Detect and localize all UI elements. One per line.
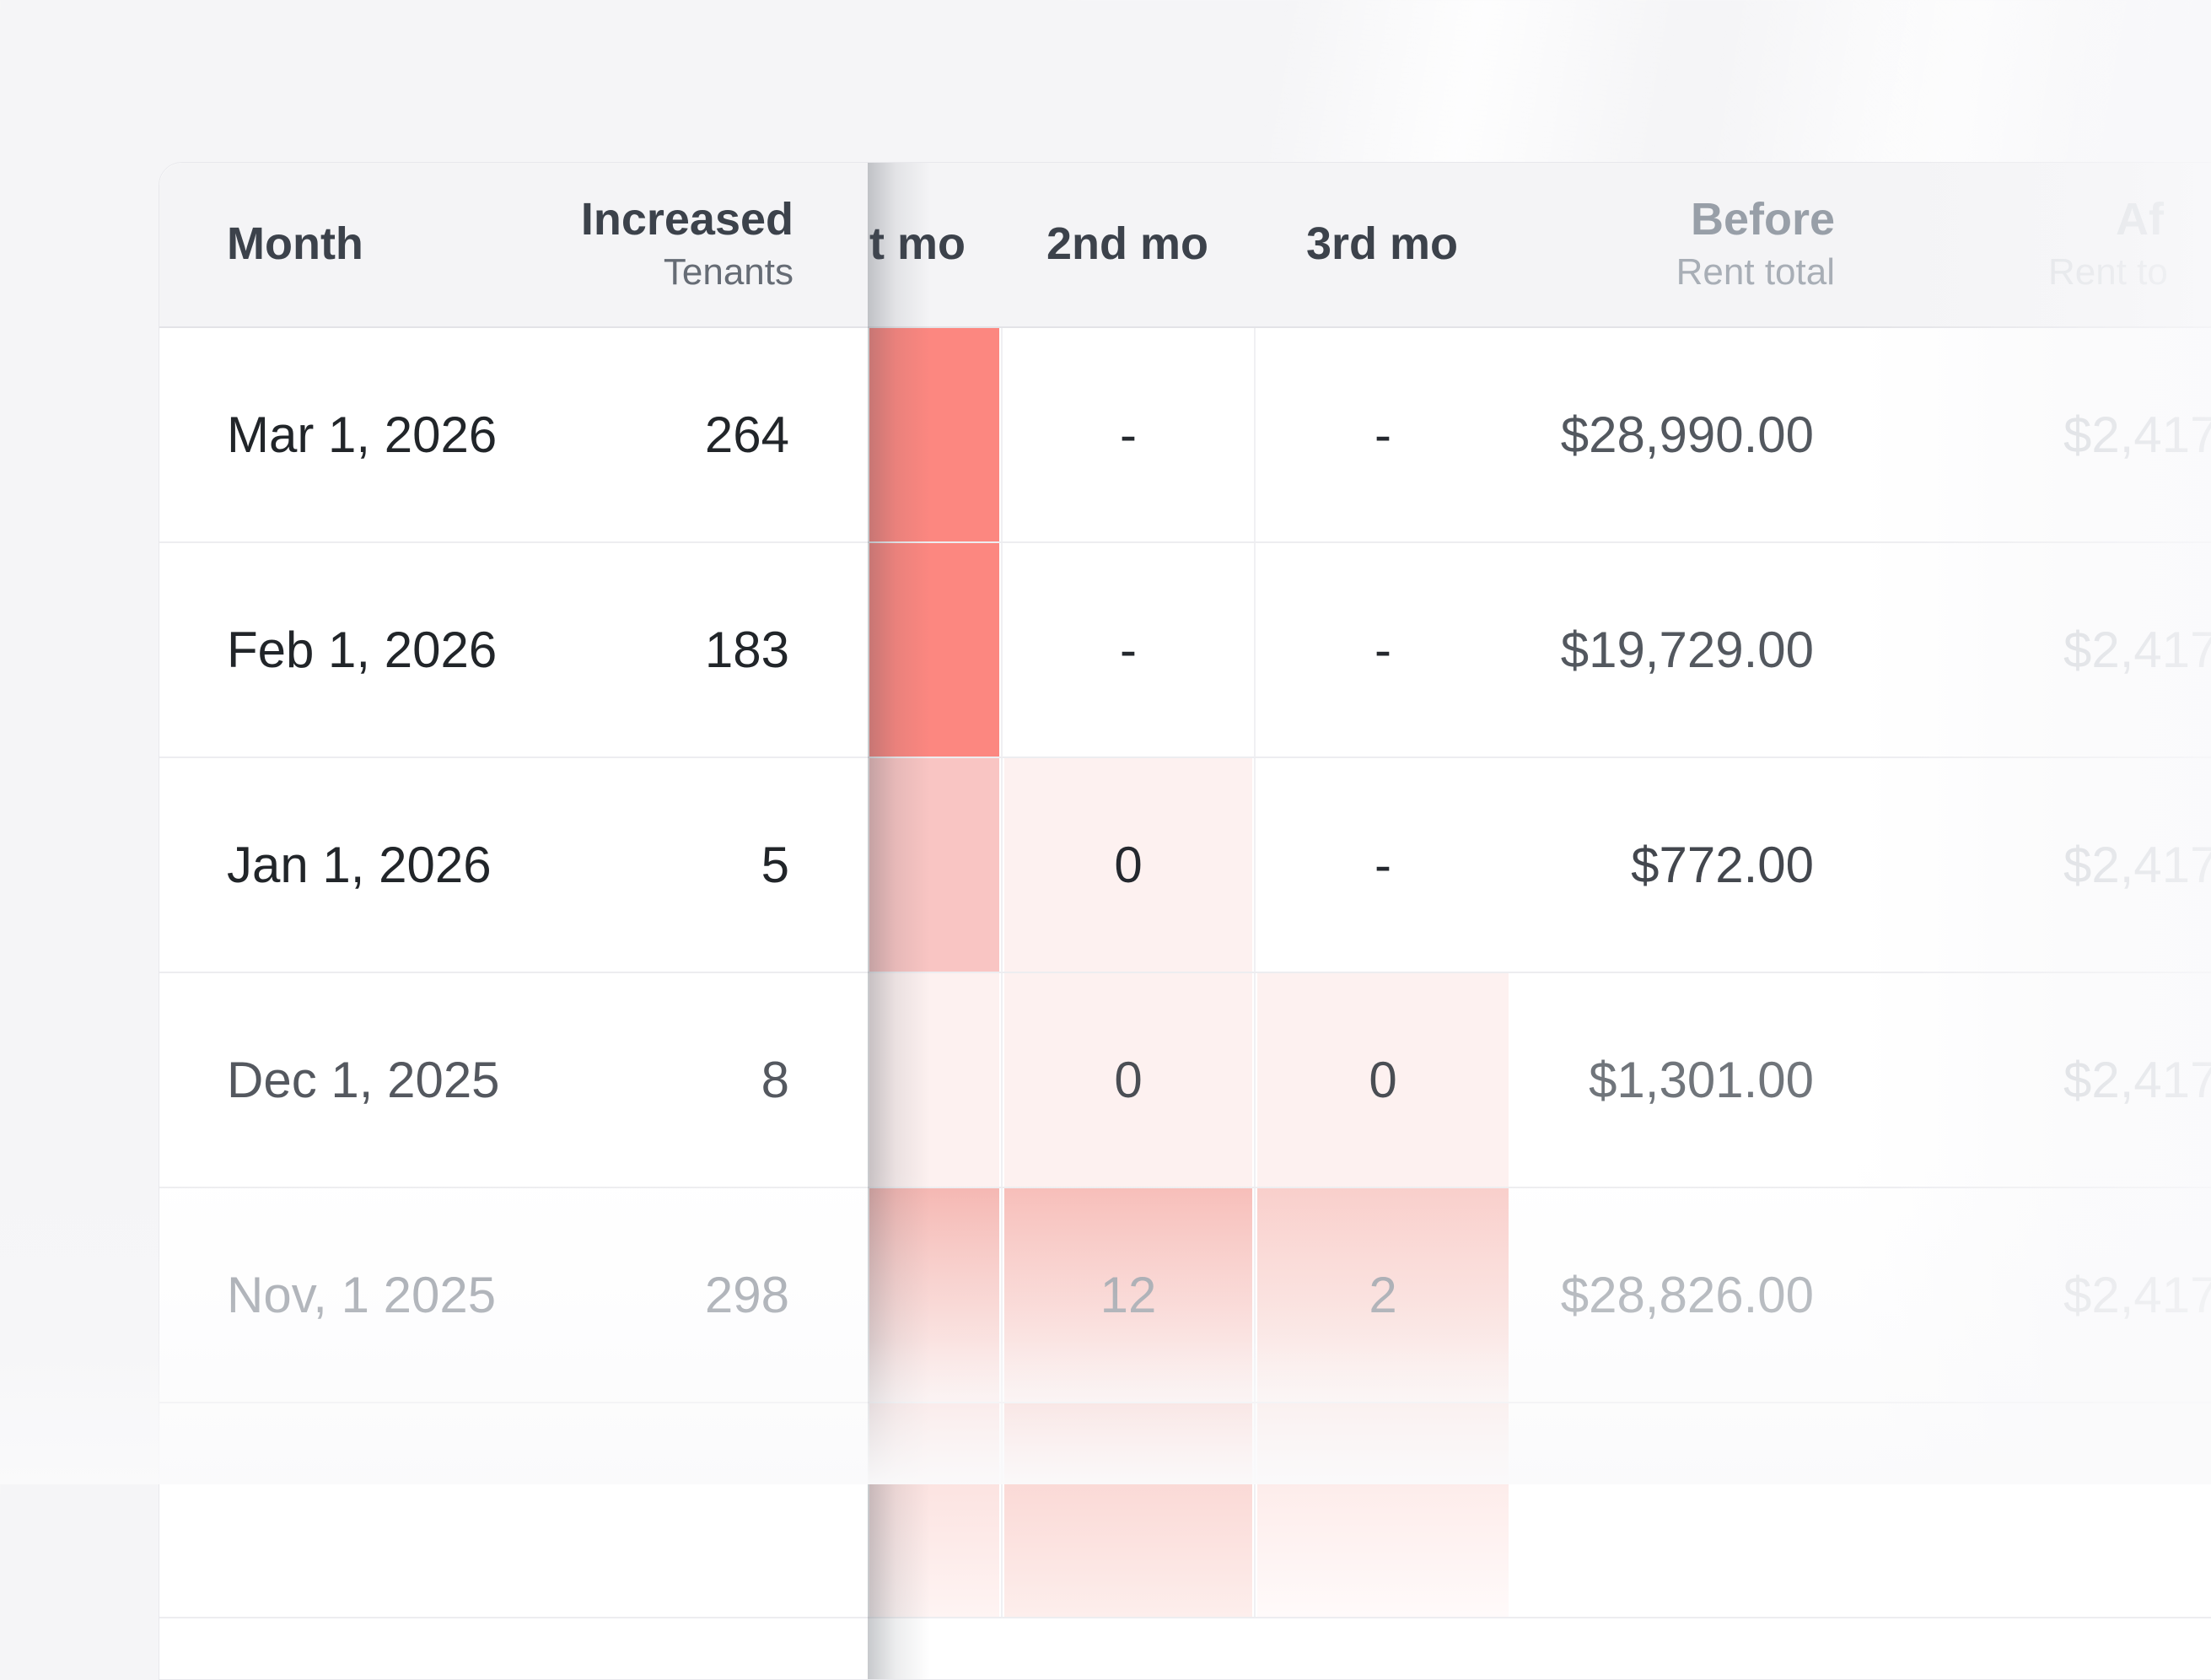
header-after-sublabel: Rent to	[2048, 251, 2168, 293]
cell-2nd-mo: 0	[1001, 758, 1254, 972]
cell-month: Nov, 1 2025	[227, 1267, 497, 1323]
cell-month: Jan 1, 2026	[227, 837, 492, 893]
cell-value: -	[1120, 622, 1137, 678]
header-increased-tenants: Increased Tenants	[556, 163, 868, 326]
cell-2nd-mo	[1001, 1403, 1254, 1617]
cell-before-rent-total: $19,729.00	[1560, 622, 1814, 678]
cell-value: -	[1374, 407, 1391, 463]
heat-cell-medium	[869, 758, 999, 972]
heat-cell-gradient	[869, 1403, 999, 1617]
header-after-rent-total: Af Rent to	[1932, 163, 2211, 326]
cell-before-rent-total: $28,990.00	[1560, 407, 1814, 463]
cell-1st-mo-heat	[868, 758, 1001, 972]
header-before-label: Before	[1690, 194, 1835, 245]
cell-2nd-mo: -	[1001, 543, 1254, 757]
cell-1st-mo-heat	[868, 1403, 1001, 1617]
cell-after-rent-total: $2,417	[2063, 622, 2211, 678]
cell-2nd-mo: -	[1001, 328, 1254, 541]
cell-3rd-mo	[1254, 1403, 1510, 1617]
cell-value: 0	[1114, 1052, 1143, 1108]
header-3rd-mo: 3rd mo	[1254, 163, 1510, 326]
cell-after-rent-total: $2,417	[2063, 407, 2211, 463]
table-row: Feb 1, 2026 183 - - $19,729.00 $2,417	[159, 543, 2211, 758]
cell-3rd-mo: 0	[1254, 973, 1510, 1187]
heat-cell-gradient	[1004, 1403, 1252, 1617]
cell-2nd-mo: 12	[1001, 1188, 1254, 1402]
table-header-row: Month Increased Tenants t mo 2nd mo 3rd …	[159, 163, 2211, 328]
header-month: Month	[159, 163, 556, 326]
cell-1st-mo-heat	[868, 973, 1001, 1187]
header-2nd-mo: 2nd mo	[1001, 163, 1254, 326]
cell-value: 0	[1114, 837, 1143, 893]
cell-month: Dec 1, 2025	[227, 1052, 500, 1108]
cell-increased-tenants: 183	[704, 622, 789, 678]
cell-after-rent-total: $2,417	[2063, 837, 2211, 893]
cell-increased-tenants: 5	[761, 837, 789, 893]
table-row: Dec 1, 2025 8 0 0 $1,301.00 $2,417	[159, 973, 2211, 1188]
cell-before-rent-total: $28,826.00	[1560, 1267, 1814, 1323]
header-1st-mo: t mo	[868, 163, 1001, 326]
heat-cell-faint	[1257, 973, 1509, 1187]
cell-3rd-mo: -	[1254, 758, 1510, 972]
header-before-sublabel: Rent total	[1676, 251, 1835, 293]
cell-1st-mo-heat	[868, 543, 1001, 757]
header-increased-label: Increased	[580, 194, 793, 245]
heat-cell-gradient	[869, 1188, 999, 1402]
header-after-label: Af	[2116, 194, 2164, 245]
cell-value: 12	[1100, 1267, 1157, 1323]
cell-after-rent-total: $2,417	[2063, 1052, 2211, 1108]
rent-increase-table[interactable]: Month Increased Tenants t mo 2nd mo 3rd …	[159, 162, 2211, 1680]
cell-3rd-mo: -	[1254, 543, 1510, 757]
cell-value: -	[1374, 837, 1391, 893]
heat-cell-faint	[869, 973, 999, 1187]
header-before-rent-total: Before Rent total	[1510, 163, 1932, 326]
header-2nd-mo-label: 2nd mo	[1046, 218, 1208, 270]
cell-after-rent-total	[1932, 1403, 2211, 1617]
cell-after-rent-total: $2,417	[2063, 1267, 2211, 1323]
cell-value: 2	[1369, 1267, 1397, 1323]
cell-month	[159, 1403, 556, 1617]
heat-cell-gradient	[1257, 1403, 1509, 1617]
table-row: Nov, 1 2025 298 12 2 $28,826.00 $2,417	[159, 1188, 2211, 1403]
heat-cell-strong	[869, 328, 999, 541]
heat-cell-faint	[1004, 758, 1252, 972]
header-1st-mo-label: t mo	[869, 218, 966, 270]
cell-1st-mo-heat	[868, 328, 1001, 541]
cell-increased-tenants: 298	[704, 1267, 789, 1323]
header-increased-sublabel: Tenants	[663, 251, 793, 293]
cell-increased-tenants: 264	[704, 407, 789, 463]
cell-value: 0	[1369, 1052, 1397, 1108]
header-month-label: Month	[227, 218, 363, 270]
cell-3rd-mo: -	[1254, 328, 1510, 541]
cell-before-rent-total	[1510, 1403, 1932, 1617]
cell-before-rent-total: $1,301.00	[1589, 1052, 1814, 1108]
cell-value: -	[1120, 407, 1137, 463]
cell-month: Mar 1, 2026	[227, 407, 498, 463]
heat-cell-strong	[869, 543, 999, 757]
table-row: Jan 1, 2026 5 0 - $772.00 $2,417	[159, 758, 2211, 973]
cell-value: -	[1374, 622, 1391, 678]
heat-cell-faint	[1004, 973, 1252, 1187]
cell-month: Feb 1, 2026	[227, 622, 498, 678]
table-row-partial	[159, 1403, 2211, 1618]
cell-2nd-mo: 0	[1001, 973, 1254, 1187]
cell-before-rent-total: $772.00	[1631, 837, 1814, 893]
table-row: Mar 1, 2026 264 - - $28,990.00 $2,417	[159, 328, 2211, 543]
cell-increased-tenants	[556, 1403, 868, 1617]
cell-increased-tenants: 8	[761, 1052, 789, 1108]
header-3rd-mo-label: 3rd mo	[1305, 218, 1459, 270]
cell-3rd-mo: 2	[1254, 1188, 1510, 1402]
cell-1st-mo-heat	[868, 1188, 1001, 1402]
